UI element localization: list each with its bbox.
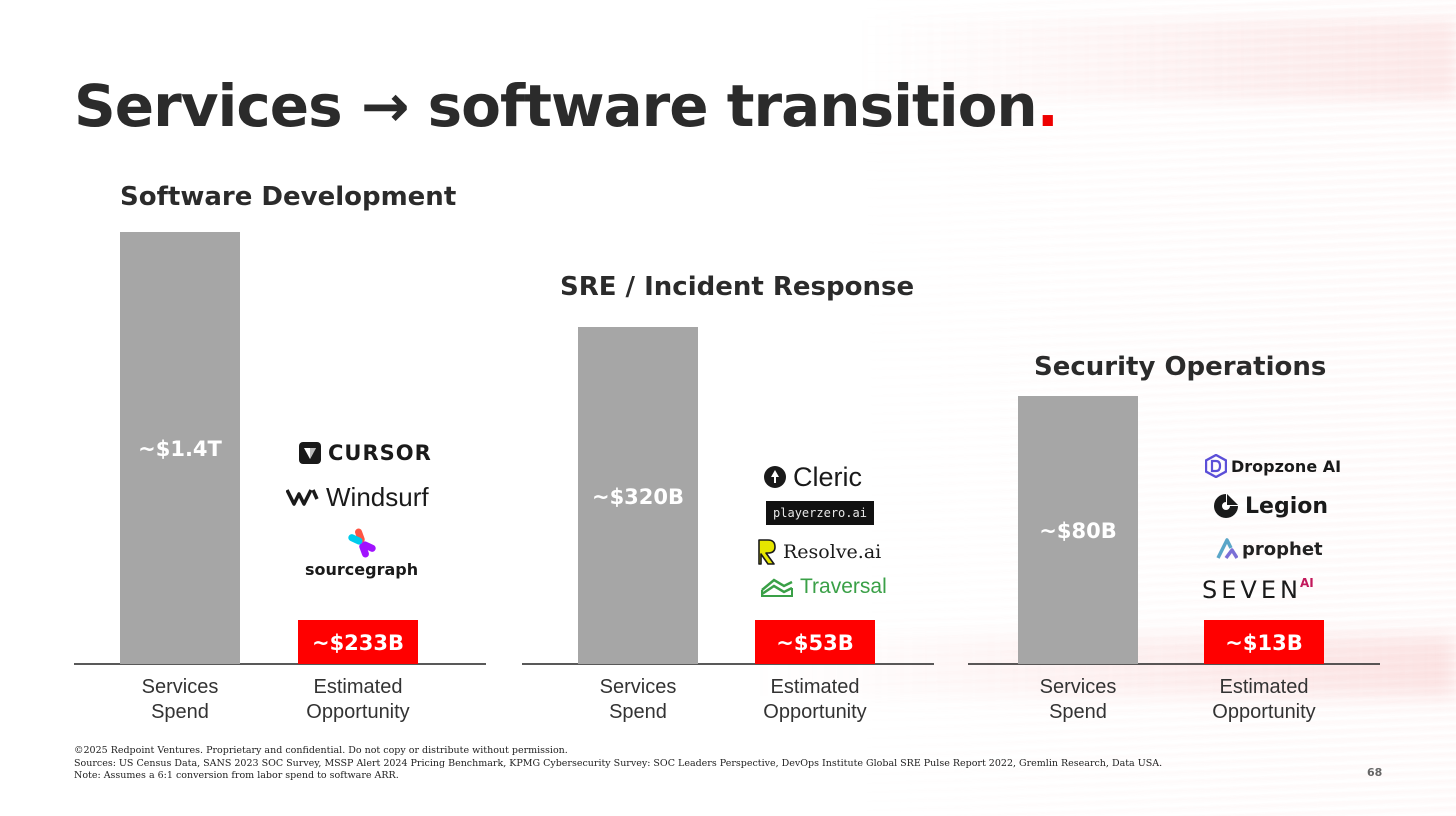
dropzone-icon bbox=[1205, 454, 1227, 478]
seven-wordmark: SEVEN bbox=[1202, 576, 1302, 604]
cursor-icon bbox=[298, 441, 322, 465]
sourcegraph-logo: sourcegraph bbox=[305, 526, 419, 579]
security-operations-category-label-1-1: Opportunity bbox=[1212, 701, 1315, 723]
page-number: 68 bbox=[1367, 766, 1383, 779]
dropzone-logo: Dropzone AI bbox=[1205, 454, 1341, 478]
prophet-icon bbox=[1216, 538, 1238, 560]
software-development-bar-services-spend bbox=[120, 232, 240, 664]
sre-category-label-0-0: Services bbox=[600, 676, 677, 698]
sre-category-label-0-1: Spend bbox=[609, 701, 667, 723]
traversal-logo: Traversal bbox=[760, 575, 887, 599]
slide-title-text: Services → software transition bbox=[74, 72, 1038, 140]
security-operations-value-label-1: ~$13B bbox=[1225, 631, 1302, 655]
software-development-bar-estimated-opportunity bbox=[298, 620, 418, 664]
windsurf-logo: Windsurf bbox=[286, 482, 429, 512]
software-development-value-label-1: ~$233B bbox=[312, 631, 404, 655]
footer-notes: ©2025 Redpoint Ventures. Proprietary and… bbox=[74, 745, 1174, 783]
sre-bar-estimated-opportunity bbox=[755, 620, 875, 664]
security-operations-category-label-1-0: Estimated bbox=[1220, 676, 1309, 698]
security-operations-bar-services-spend bbox=[1018, 396, 1138, 664]
sourcegraph-wordmark: sourcegraph bbox=[305, 560, 419, 579]
slide-title-dot: . bbox=[1036, 72, 1059, 140]
security-operations-title: Security Operations bbox=[1034, 352, 1326, 382]
legion-icon bbox=[1213, 493, 1239, 519]
legion-wordmark: Legion bbox=[1245, 493, 1329, 519]
cleric-logo: Cleric bbox=[763, 462, 862, 492]
seven-ai-superscript: AI bbox=[1299, 576, 1314, 590]
slide-title: Services → software transition. bbox=[74, 72, 1059, 140]
security-operations-bar-estimated-opportunity bbox=[1204, 620, 1324, 664]
resolve-icon bbox=[757, 538, 777, 566]
sre-value-label-0: ~$320B bbox=[592, 485, 684, 509]
traversal-icon bbox=[760, 576, 794, 598]
footer-copyright: ©2025 Redpoint Ventures. Proprietary and… bbox=[74, 745, 568, 756]
background-glow-top bbox=[856, 20, 1456, 100]
security-operations-category-label-0-0: Services bbox=[1040, 676, 1117, 698]
dropzone-wordmark: Dropzone AI bbox=[1231, 456, 1342, 476]
traversal-wordmark: Traversal bbox=[800, 575, 887, 598]
cleric-icon bbox=[763, 465, 787, 489]
cursor-logo: CURSOR bbox=[298, 440, 432, 466]
software-development-category-label-0-0: Services bbox=[142, 676, 219, 698]
software-development-category-label-0-1: Spend bbox=[151, 701, 209, 723]
security-operations-value-label-0: ~$80B bbox=[1039, 519, 1116, 543]
sre-category-label-1-0: Estimated bbox=[771, 676, 860, 698]
resolve-wordmark: Resolve.ai bbox=[783, 541, 882, 563]
cursor-wordmark: CURSOR bbox=[328, 441, 432, 465]
resolve-logo: Resolve.ai bbox=[757, 537, 881, 567]
prophet-logo: prophet bbox=[1216, 536, 1323, 562]
seven-ai-logo: SEVEN AI bbox=[1202, 576, 1314, 604]
bar-charts: Software Development ~$1.4T Services Spend ~… bbox=[74, 182, 1380, 723]
software-development-category-label-1-1: Opportunity bbox=[306, 701, 409, 723]
sre-bar-services-spend bbox=[578, 327, 698, 664]
prophet-wordmark: prophet bbox=[1242, 538, 1323, 560]
software-development-value-label-0: ~$1.4T bbox=[138, 437, 222, 461]
legion-logo: Legion bbox=[1213, 490, 1328, 522]
playerzero-logo: playerzero.ai bbox=[766, 501, 874, 525]
security-operations-category-label-0-1: Spend bbox=[1049, 701, 1107, 723]
sourcegraph-icon bbox=[345, 526, 379, 560]
software-development-category-label-1-0: Estimated bbox=[314, 676, 403, 698]
footer-note: Note: Assumes a 6:1 conversion from labo… bbox=[74, 770, 399, 781]
sre-value-label-1: ~$53B bbox=[776, 631, 853, 655]
windsurf-icon bbox=[286, 487, 320, 507]
sre-category-label-1-1: Opportunity bbox=[763, 701, 866, 723]
footer-sources: Sources: US Census Data, SANS 2023 SOC S… bbox=[74, 757, 1163, 769]
playerzero-wordmark: playerzero.ai bbox=[773, 506, 867, 520]
sre-title: SRE / Incident Response bbox=[560, 272, 914, 302]
windsurf-wordmark: Windsurf bbox=[326, 481, 429, 512]
cleric-wordmark: Cleric bbox=[793, 461, 863, 492]
software-development-title: Software Development bbox=[120, 182, 456, 212]
